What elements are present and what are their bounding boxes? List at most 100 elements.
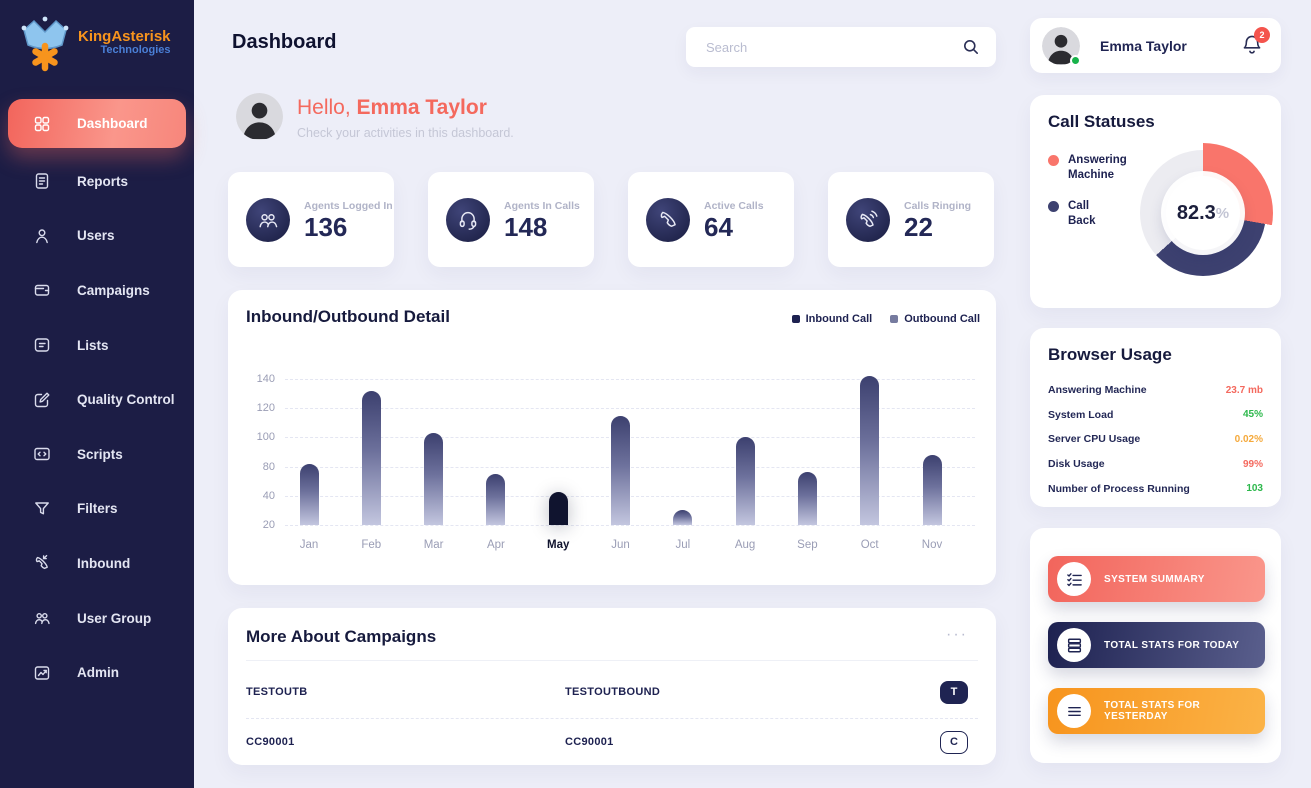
greeting-avatar bbox=[236, 93, 283, 140]
x-axis-label: Jul bbox=[675, 539, 691, 551]
y-axis-tick: 20 bbox=[262, 519, 275, 531]
sidebar-item-label: Lists bbox=[77, 337, 109, 353]
gridline bbox=[285, 466, 975, 468]
total-stats-for-today-button[interactable]: TOTAL STATS FOR TODAY bbox=[1048, 622, 1265, 668]
online-status-dot bbox=[1070, 54, 1081, 66]
sidebar-item-user-group[interactable]: User Group bbox=[0, 591, 194, 646]
browser-usage-card: Browser Usage Answering Machine 23.7 mb Sy… bbox=[1030, 328, 1281, 507]
usage-label: Answering Machine bbox=[1048, 384, 1147, 397]
usage-value: 99% bbox=[1242, 458, 1263, 470]
headset-icon bbox=[446, 197, 490, 242]
chart-legend: Inbound Call Outbound Call bbox=[791, 313, 980, 325]
usage-label: Server CPU Usage bbox=[1048, 433, 1141, 446]
dashed-divider bbox=[246, 718, 978, 719]
sidebar-item-label: Campaigns bbox=[77, 282, 150, 298]
campaign-row[interactable]: TESTOUTB TESTOUTBOUND T bbox=[246, 680, 968, 704]
brand-logo: KingAsterisk Technologies bbox=[14, 10, 180, 76]
status-label: Call Back bbox=[1068, 199, 1096, 227]
x-axis-label: Nov bbox=[921, 539, 943, 551]
total-stats-for-yesterday-button[interactable]: TOTAL STATS FOR YESTERDAY bbox=[1048, 688, 1265, 734]
bar-may bbox=[548, 492, 568, 525]
more-options-icon[interactable]: ··· bbox=[946, 626, 968, 643]
chart-title: Inbound/Outbound Detail bbox=[246, 307, 450, 326]
grid-icon bbox=[33, 115, 51, 133]
filter-icon bbox=[33, 500, 51, 518]
gridline bbox=[285, 437, 975, 439]
action-button-label: SYSTEM SUMMARY bbox=[1104, 573, 1205, 585]
divider bbox=[246, 660, 978, 661]
code-icon bbox=[33, 445, 51, 463]
status-legend-item: Call Back bbox=[1048, 199, 1118, 229]
usage-label: System Load bbox=[1048, 408, 1114, 421]
search-icon[interactable] bbox=[962, 38, 980, 56]
brand-line2: Technologies bbox=[100, 44, 171, 57]
phone-in-icon bbox=[33, 554, 51, 572]
system-summary-button[interactable]: SYSTEM SUMMARY bbox=[1048, 556, 1265, 602]
campaign-name: CC90001 bbox=[246, 736, 295, 748]
status-dot bbox=[1048, 200, 1059, 212]
sidebar-item-users[interactable]: Users bbox=[0, 209, 194, 264]
greeting-subtitle: Check your activities in this dashboard. bbox=[297, 126, 514, 140]
bar-chart: 140 120 100 80 40 20 Jan Feb Mar Apr May Jun Jul Aug S… bbox=[257, 373, 975, 551]
sidebar-item-admin[interactable]: Admin bbox=[0, 645, 194, 700]
usage-value: 45% bbox=[1242, 409, 1263, 421]
browser-usage-rows: Answering Machine 23.7 mb System Load 45% Se… bbox=[1048, 378, 1263, 501]
phone-ring-icon bbox=[846, 197, 890, 242]
x-axis-label: Jan bbox=[299, 539, 319, 551]
sidebar: KingAsterisk Technologies Dashboard Repor… bbox=[0, 0, 194, 788]
legend-item: Inbound Call bbox=[791, 313, 872, 325]
usage-value: 0.02% bbox=[1234, 433, 1263, 445]
legend-swatch bbox=[791, 315, 800, 323]
campaigns-card: More About Campaigns ··· TESTOUTB TESTOUT… bbox=[228, 608, 996, 765]
sidebar-item-lists[interactable]: Lists bbox=[0, 318, 194, 373]
x-axis-label: May bbox=[547, 539, 570, 551]
call-statuses-card: Call Statuses Answering Machine Call Back… bbox=[1030, 95, 1281, 308]
search-input[interactable] bbox=[686, 39, 962, 55]
bar-feb bbox=[361, 390, 381, 525]
notifications-bell[interactable]: 2 bbox=[1241, 26, 1270, 58]
stat-label: Calls Ringing bbox=[904, 199, 972, 212]
call-statuses-legend: Answering Machine Call Back bbox=[1048, 153, 1127, 229]
user-icon bbox=[33, 227, 51, 245]
call-statuses-title: Call Statuses bbox=[1048, 112, 1155, 131]
profile-card[interactable]: Emma Taylor 2 bbox=[1030, 18, 1281, 73]
call-statuses-donut: 82.3 % bbox=[1133, 143, 1273, 283]
report-icon bbox=[33, 172, 51, 190]
sidebar-item-filters[interactable]: Filters bbox=[0, 482, 194, 537]
campaign-name: TESTOUTB bbox=[246, 686, 308, 698]
donut-value: 82.3 bbox=[1176, 201, 1216, 224]
status-dot bbox=[1048, 155, 1059, 166]
stat-card-agents-in-calls: Agents In Calls 148 bbox=[428, 172, 594, 267]
stat-card-calls-ringing: Calls Ringing 22 bbox=[828, 172, 994, 267]
x-axis-label: Apr bbox=[486, 539, 505, 551]
bar-nov bbox=[922, 454, 942, 525]
y-axis-tick: 80 bbox=[262, 460, 275, 473]
checklist-icon bbox=[1057, 562, 1091, 596]
brand-line1: KingAsterisk bbox=[78, 28, 171, 46]
campaign-badge[interactable]: C bbox=[940, 730, 968, 754]
action-button-label: TOTAL STATS FOR YESTERDAY bbox=[1104, 700, 1201, 722]
crown-asterisk-icon bbox=[14, 12, 76, 74]
bar-jun bbox=[611, 415, 630, 525]
sidebar-nav: Dashboard Reports Users Campaigns Lists Quali… bbox=[0, 99, 194, 700]
campaign-badge[interactable]: T bbox=[940, 680, 968, 704]
greeting-name: Emma Taylor bbox=[356, 96, 487, 119]
gridline bbox=[285, 408, 975, 410]
donut-unit: % bbox=[1215, 204, 1230, 222]
bar-mar bbox=[424, 433, 444, 525]
usage-label: Disk Usage bbox=[1048, 458, 1105, 471]
y-axis-tick: 140 bbox=[256, 373, 275, 385]
usage-row: Disk Usage 99% bbox=[1048, 452, 1263, 477]
campaign-row[interactable]: CC90001 CC90001 C bbox=[246, 730, 968, 754]
sidebar-item-scripts[interactable]: Scripts bbox=[0, 427, 194, 482]
sidebar-item-quality-control[interactable]: Quality Control bbox=[0, 372, 194, 427]
avatar bbox=[1042, 26, 1081, 66]
sidebar-item-campaigns[interactable]: Campaigns bbox=[0, 263, 194, 318]
sidebar-item-inbound[interactable]: Inbound bbox=[0, 536, 194, 591]
search-box bbox=[686, 27, 996, 67]
sidebar-item-dashboard[interactable]: Dashboard bbox=[8, 99, 186, 148]
x-axis-label: Oct bbox=[860, 539, 879, 551]
x-axis-label: Mar bbox=[423, 539, 444, 551]
sidebar-item-reports[interactable]: Reports bbox=[0, 154, 194, 209]
